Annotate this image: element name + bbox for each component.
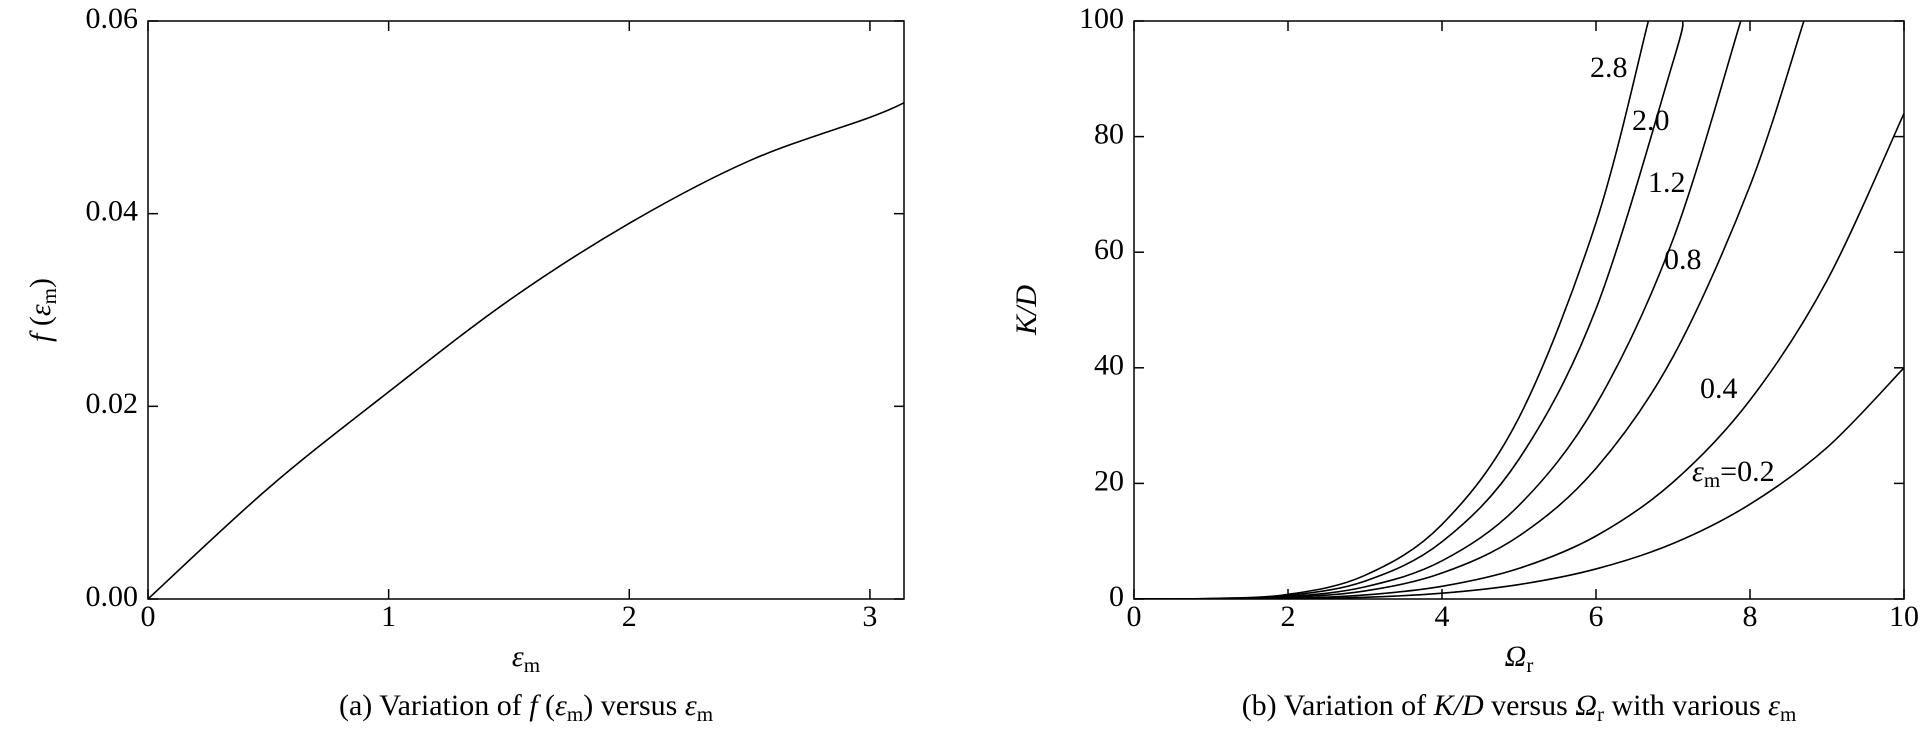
y-tick-label: 80 [1094, 117, 1124, 150]
text-part: r [1526, 653, 1533, 677]
x-tick-label: 1 [381, 600, 396, 633]
y-tick-label: 100 [1079, 2, 1124, 35]
chart-caption: (b) Variation of K/D versus Ωr with vari… [1242, 689, 1797, 726]
curve-label: εm=0.2 [1692, 455, 1775, 492]
text-part: m [37, 288, 61, 304]
x-tick-label: 2 [1281, 600, 1296, 633]
data-line [1134, 21, 1805, 599]
y-tick-label: 40 [1094, 349, 1124, 382]
x-tick-label: 10 [1889, 600, 1919, 633]
text-part: ( [538, 689, 556, 722]
data-line [1134, 21, 1650, 599]
text-part: m [1704, 468, 1720, 492]
y-axis-label: K/D [1010, 285, 1043, 336]
text-part: ε [1692, 455, 1704, 488]
text-part: with various [1604, 689, 1768, 722]
x-tick-label: 0 [141, 600, 156, 633]
text-part: m [697, 702, 713, 726]
text-part: Ω [1575, 689, 1597, 722]
y-tick-label: 60 [1094, 233, 1124, 266]
text-part: ε [512, 640, 524, 673]
text-part: (a) Variation of [339, 689, 529, 722]
text-part: ε [24, 304, 57, 316]
curve-label: 0.8 [1664, 243, 1702, 276]
curve-label: 2.8 [1590, 51, 1628, 84]
text-part: (b) Variation of [1242, 689, 1434, 722]
curve-label: 0.4 [1700, 372, 1738, 405]
text-part: Ω [1505, 640, 1527, 673]
data-line [1134, 367, 1904, 599]
x-axis-label: Ωr [1505, 640, 1534, 677]
text-part: K/D [1433, 689, 1484, 722]
data-line [148, 102, 904, 599]
text-part: ) versus [583, 689, 685, 722]
y-tick-label: 0.00 [86, 580, 139, 613]
text-part: ε [555, 689, 567, 722]
y-tick-label: 0.06 [86, 2, 139, 35]
text-part: =0.2 [1720, 455, 1774, 488]
curve-label: 2.0 [1632, 104, 1670, 137]
text-part: m [1780, 702, 1796, 726]
x-tick-label: 0 [1127, 600, 1142, 633]
text-part: versus [1484, 689, 1576, 722]
text-part: m [567, 702, 583, 726]
y-tick-label: 20 [1094, 464, 1124, 497]
x-tick-label: 3 [862, 600, 877, 633]
y-axis-label: f (εm) [24, 278, 61, 342]
y-tick-label: 0.02 [86, 387, 139, 420]
data-line [1134, 113, 1904, 599]
text-part: ε [685, 689, 697, 722]
x-tick-label: 6 [1589, 600, 1604, 633]
text-part: ε [1768, 689, 1780, 722]
chart-caption: (a) Variation of f (εm) versus εm [339, 689, 713, 726]
x-axis-label: εm [512, 640, 540, 677]
x-tick-label: 4 [1435, 600, 1450, 633]
text-part: m [524, 653, 540, 677]
plot-frame [1133, 20, 1905, 600]
curve-label: 1.2 [1648, 166, 1686, 199]
text-part: K/D [1010, 285, 1043, 336]
x-tick-label: 2 [622, 600, 637, 633]
x-tick-label: 8 [1743, 600, 1758, 633]
y-tick-label: 0 [1109, 580, 1124, 613]
text-part: r [1597, 702, 1604, 726]
text-part: ( [24, 316, 57, 334]
y-tick-label: 0.04 [86, 195, 139, 228]
data-line [1134, 21, 1684, 599]
plot-frame [147, 20, 905, 600]
text-part: ) [24, 278, 57, 288]
